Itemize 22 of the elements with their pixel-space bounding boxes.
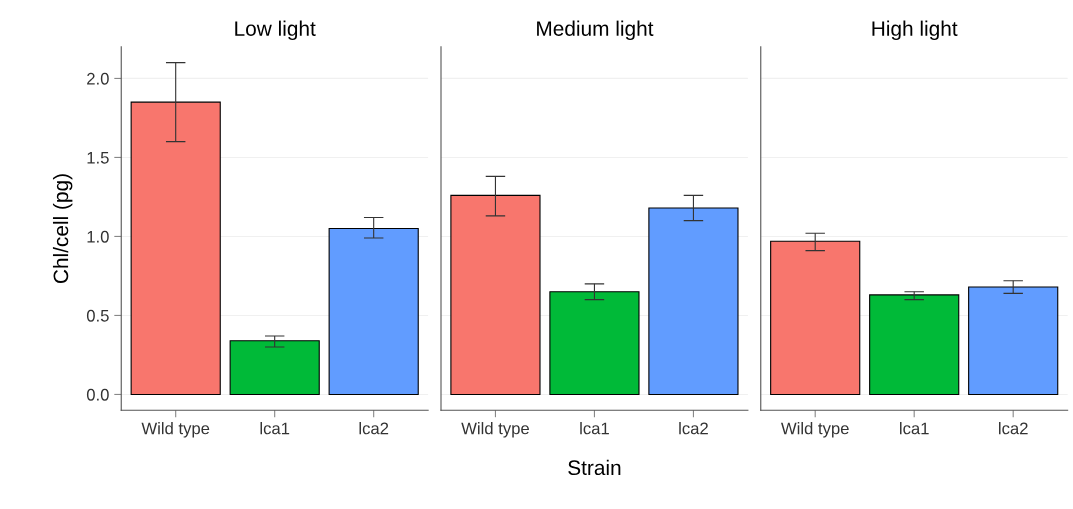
y-tick-label: 0.5 xyxy=(86,309,109,322)
bar xyxy=(130,101,221,396)
x-axis-title: Strain xyxy=(568,459,621,476)
bar xyxy=(328,227,419,396)
x-tick-label: lca1 xyxy=(260,422,290,435)
x-tick-label: Wild type xyxy=(781,422,849,438)
y-axis-title: Chl/cell (pg) xyxy=(52,174,73,284)
chart-title: High light xyxy=(872,20,958,41)
y-tick-label: 1.0 xyxy=(87,230,109,243)
bar xyxy=(229,340,320,396)
x-tick-label: lca1 xyxy=(900,422,929,435)
chart-title: Low light xyxy=(235,20,316,41)
y-tick-label: 0.0 xyxy=(86,388,109,401)
y-tick-label: 1.5 xyxy=(87,152,109,164)
y-tick-label: 2.0 xyxy=(87,72,109,85)
x-tick-label: lca2 xyxy=(679,422,708,435)
chart-title: Medium light xyxy=(537,20,654,41)
x-tick-label: lca2 xyxy=(359,422,389,435)
x-tick-label: Wild type xyxy=(461,422,529,438)
x-tick-label: lca1 xyxy=(580,422,609,435)
x-tick-label: Wild type xyxy=(141,422,210,438)
x-tick-label: lca2 xyxy=(999,422,1028,435)
